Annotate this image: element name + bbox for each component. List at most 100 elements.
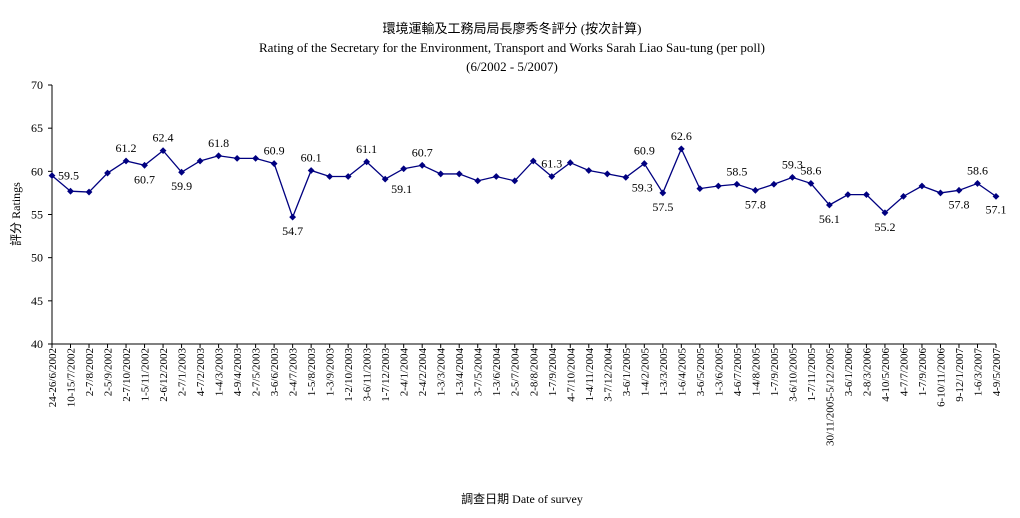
- x-tick-label: 9-12/1/2007: [954, 348, 966, 402]
- x-tick-label: 10-15/7/2002: [66, 348, 78, 407]
- data-label: 57.8: [948, 197, 969, 211]
- data-point: [714, 182, 722, 190]
- data-label: 60.1: [301, 150, 322, 164]
- data-point: [289, 213, 297, 221]
- x-tick-label: 2-6/12/2002: [158, 348, 170, 402]
- x-tick-label: 2-4/1/2004: [399, 348, 411, 397]
- x-tick-label: 4-9/5/2007: [991, 348, 1003, 397]
- data-label: 61.8: [208, 136, 229, 150]
- y-tick-label: 45: [31, 294, 43, 308]
- data-label: 59.3: [782, 157, 803, 171]
- data-point: [807, 180, 815, 187]
- y-tick-label: 50: [31, 251, 43, 265]
- data-point: [974, 180, 981, 187]
- y-axis-title: 評分 Ratings: [8, 182, 23, 246]
- data-label: 62.6: [671, 129, 692, 143]
- data-label: 60.7: [134, 172, 155, 186]
- x-tick-label: 4-7/10/2004: [565, 348, 577, 402]
- data-point: [363, 158, 371, 166]
- x-tick-label: 1-6/3/2007: [972, 348, 984, 397]
- data-label: 58.6: [967, 163, 988, 177]
- data-point: [48, 172, 56, 180]
- data-point: [788, 173, 796, 181]
- data-point: [622, 173, 630, 181]
- data-label: 57.8: [745, 197, 766, 211]
- data-point: [529, 157, 537, 165]
- x-tick-label: 3-6/1/2005: [621, 348, 633, 397]
- data-point: [863, 191, 870, 199]
- x-tick-label: 1-4/3/2003: [214, 348, 226, 397]
- data-point: [252, 154, 260, 162]
- x-tick-label: 3-7/5/2004: [473, 348, 485, 397]
- data-point: [437, 170, 445, 178]
- chart-title: Rating of the Secretary for the Environm…: [259, 40, 765, 55]
- x-tick-label: 4-7/7/2006: [898, 348, 910, 397]
- data-point: [900, 192, 907, 200]
- x-tick-label: 2-5/7/2004: [510, 348, 522, 397]
- data-point: [400, 165, 408, 173]
- data-point: [307, 167, 315, 174]
- data-point: [104, 169, 111, 177]
- x-tick-label: 4-6/7/2005: [732, 348, 744, 397]
- data-label: 59.3: [632, 180, 653, 194]
- x-tick-label: 2-7/1/2003: [177, 348, 189, 397]
- x-tick-label: 4-7/2/2003: [195, 348, 207, 397]
- data-label: 60.7: [412, 145, 433, 159]
- y-tick-label: 70: [31, 78, 43, 92]
- x-tick-label: 1-7/9/2005: [769, 348, 781, 397]
- data-point: [492, 173, 500, 180]
- data-point: [603, 170, 611, 178]
- data-label: 59.1: [391, 182, 412, 196]
- x-tick-label: 2-7/5/2003: [251, 348, 263, 397]
- x-tick-label: 1-7/12/2003: [380, 348, 392, 402]
- x-axis-title: 調查日期 Date of survey: [461, 492, 583, 506]
- data-point: [326, 173, 334, 180]
- x-tick-label: 6-10/11/2006: [935, 348, 947, 407]
- data-point: [937, 189, 944, 197]
- data-point: [418, 161, 426, 169]
- data-point: [696, 185, 704, 192]
- data-point: [196, 157, 204, 165]
- x-tick-label: 2-4/2/2004: [417, 348, 429, 397]
- x-tick-label: 3-7/12/2004: [602, 348, 614, 402]
- data-point: [955, 186, 963, 194]
- x-tick-label: 3-6/5/2005: [695, 348, 707, 397]
- data-point: [233, 154, 241, 162]
- data-label: 57.5: [652, 200, 673, 214]
- data-point: [67, 187, 74, 195]
- data-point: [992, 192, 1000, 200]
- x-tick-label: 1-3/6/2004: [491, 348, 503, 397]
- data-label: 62.4: [153, 131, 174, 145]
- x-tick-label: 1-3/4/2004: [454, 348, 466, 397]
- x-tick-label: 1-3/3/2004: [436, 348, 448, 397]
- data-label: 61.3: [541, 157, 562, 171]
- x-tick-label: 1-3/3/2005: [658, 348, 670, 397]
- data-point: [677, 145, 685, 153]
- data-label: 59.5: [58, 169, 79, 183]
- data-label: 60.9: [264, 144, 285, 158]
- data-point: [659, 189, 667, 197]
- data-point: [122, 157, 130, 165]
- y-tick-label: 65: [31, 121, 43, 135]
- x-tick-label: 3-6/1/2006: [843, 348, 855, 397]
- y-tick-label: 55: [31, 208, 43, 222]
- data-point: [511, 177, 519, 185]
- data-label: 58.5: [726, 164, 747, 178]
- plot-area: 40 45 50 55 60 65 70 24-26/6/2002 10-15/7/2002 2-…: [31, 78, 1007, 446]
- x-tick-label: 2-7/8/2002: [84, 348, 96, 396]
- data-point: [178, 168, 185, 176]
- x-tick-label: 2-4/7/2003: [288, 348, 300, 397]
- data-point: [215, 152, 222, 160]
- x-tick-label: 30/11/2005-5/12/2005: [824, 348, 836, 446]
- x-tick-label: 2-8/3/2006: [861, 348, 873, 397]
- data-point: [881, 209, 889, 217]
- x-tick-label: 1-4/2/2005: [639, 348, 651, 397]
- x-tick-label: 1-3/6/2005: [713, 348, 725, 397]
- data-label: 55.2: [874, 220, 895, 234]
- x-tick-label: 2-5/9/2002: [103, 348, 115, 396]
- y-tick-label: 40: [31, 337, 43, 351]
- data-point: [585, 167, 593, 174]
- data-point: [918, 182, 926, 190]
- data-point: [548, 173, 556, 180]
